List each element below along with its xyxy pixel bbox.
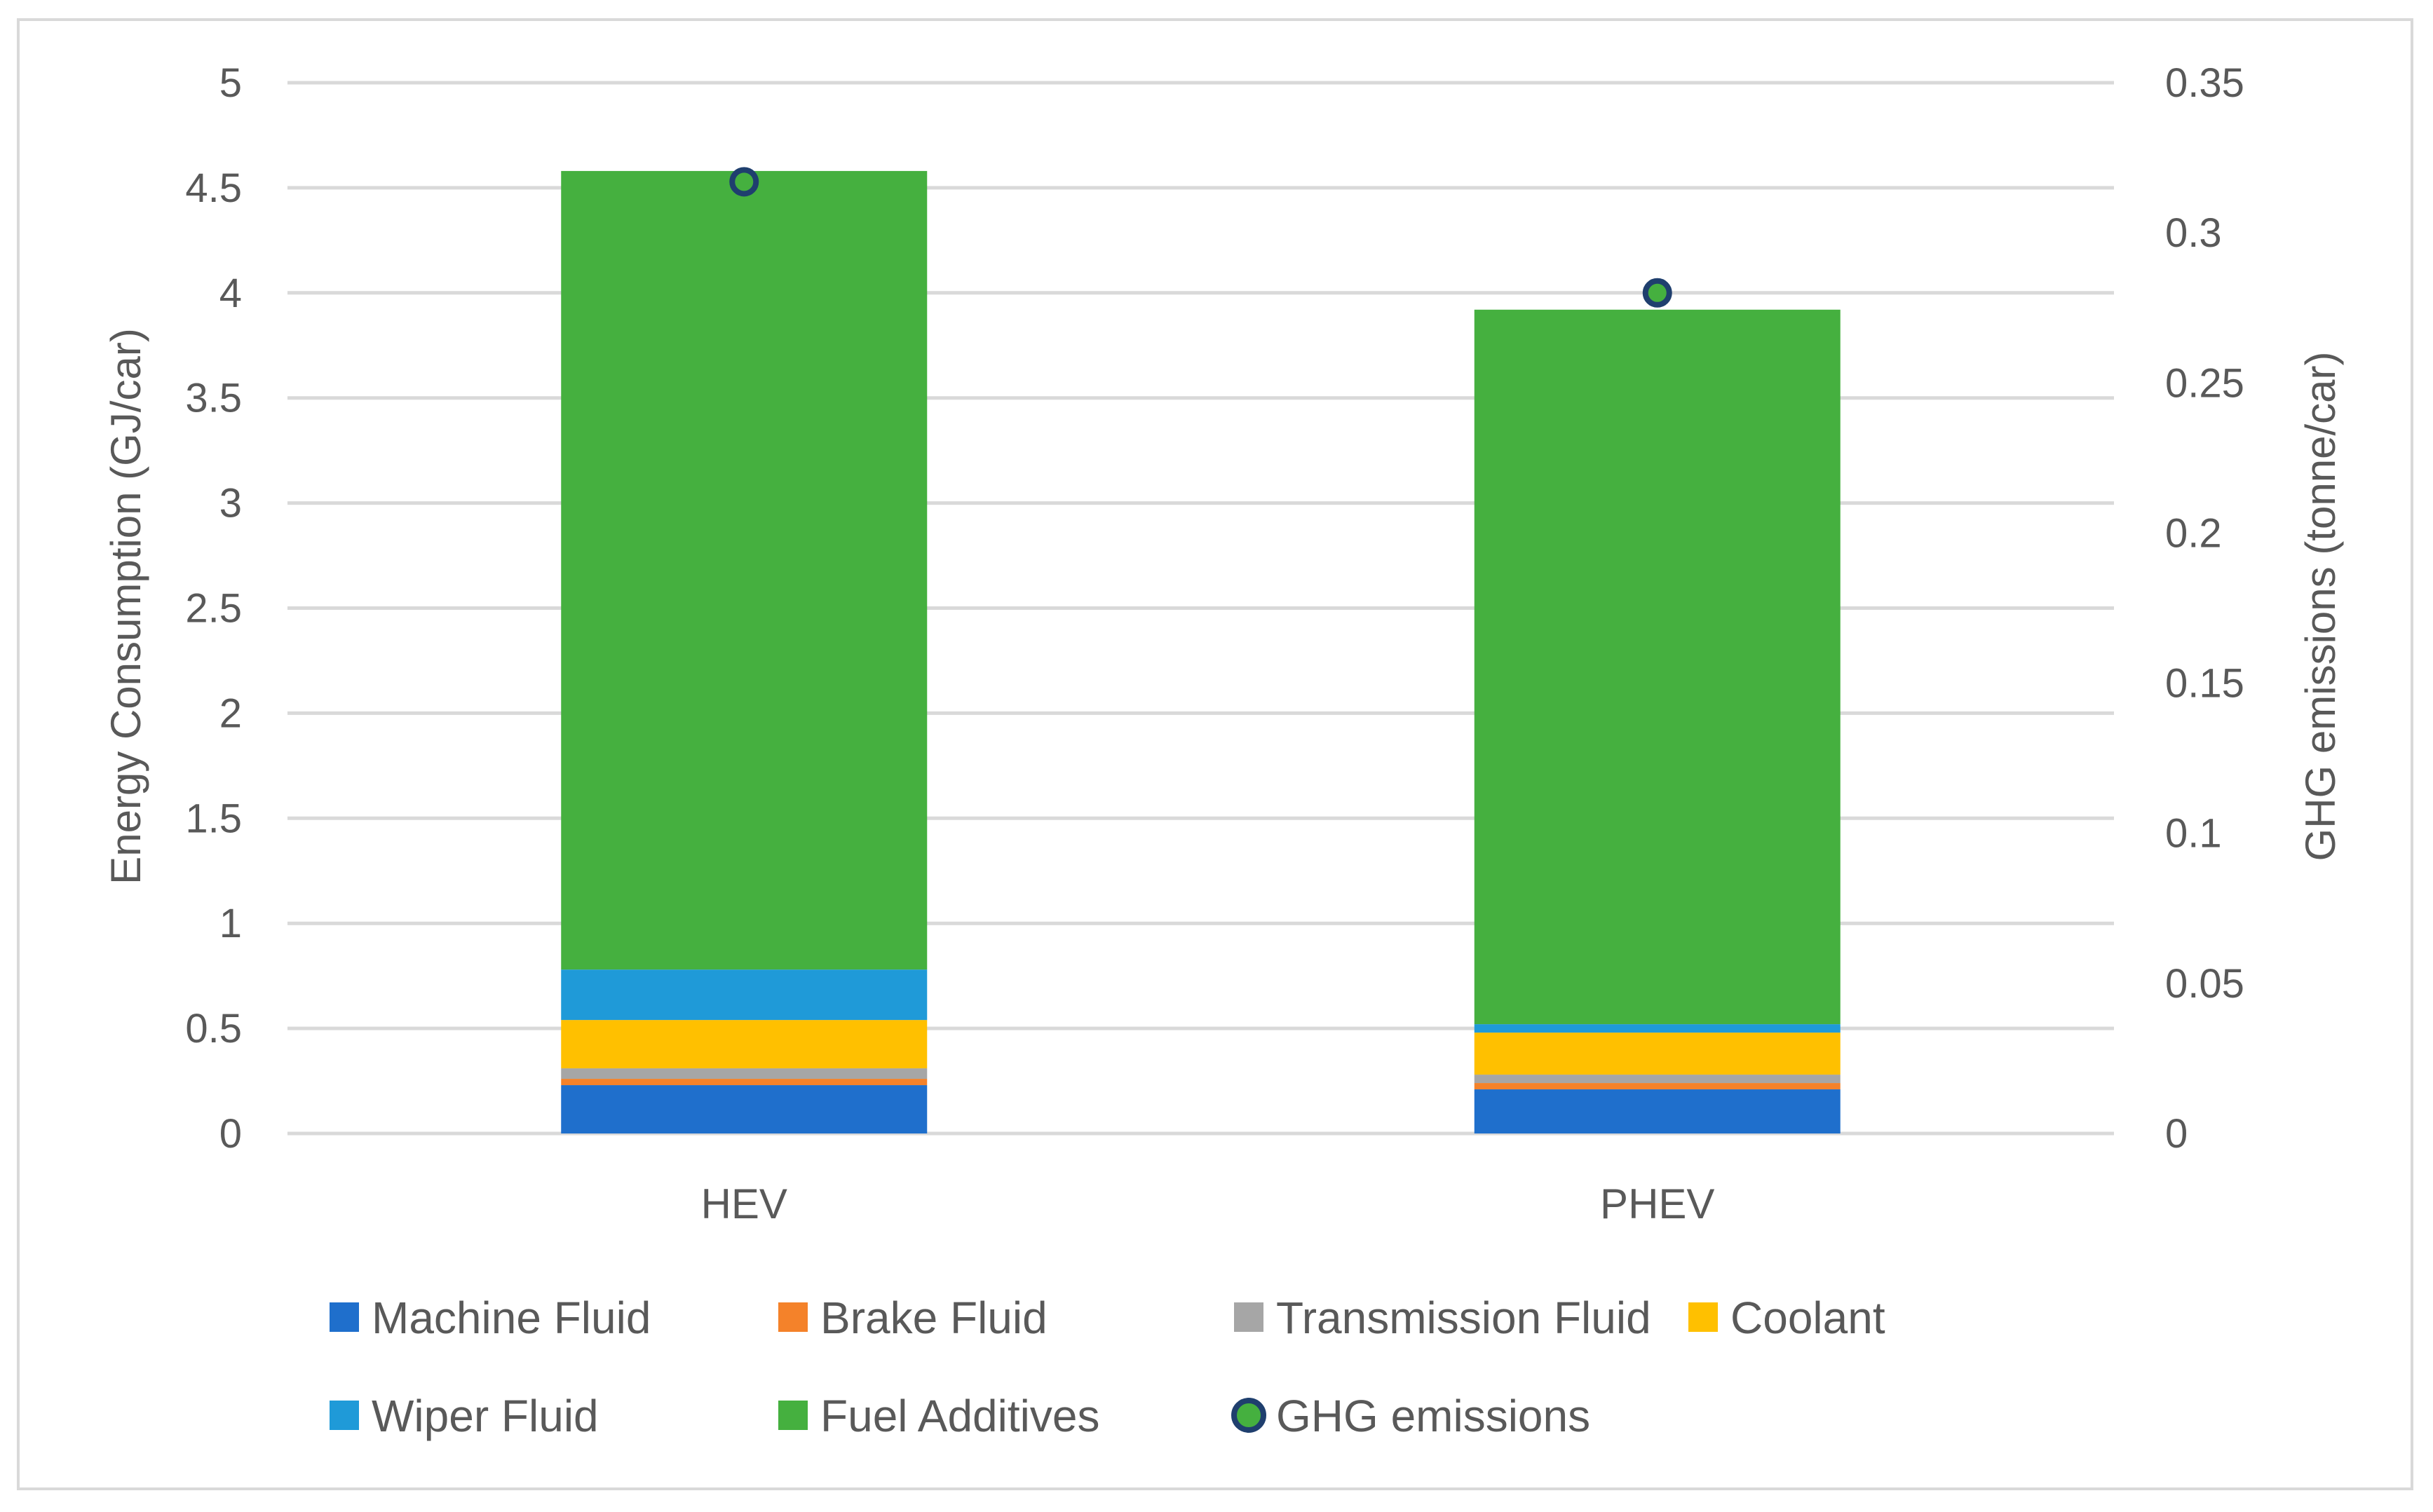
right-axis-ticks: 0 0.05 0.1 0.15 0.2 0.25 0.3 0.35 [2165, 60, 2244, 1157]
bar-segment [1474, 1033, 1841, 1075]
category-label: HEV [701, 1180, 787, 1227]
category-labels: HEV PHEV [701, 1180, 1715, 1227]
bar-segment [561, 170, 928, 970]
legend-label: Fuel Additives [820, 1391, 1099, 1441]
legend-label: Transmission Fluid [1276, 1293, 1651, 1343]
bar-segment [561, 1079, 928, 1086]
legend-marker [1231, 1398, 1266, 1433]
legend-swatch [778, 1401, 808, 1430]
left-tick-label: 3.5 [185, 376, 242, 421]
legend-item: Wiper Fluid [330, 1391, 599, 1441]
right-tick-label: 0.3 [2165, 210, 2222, 256]
left-tick-label: 3 [219, 481, 242, 526]
bar-segment [1474, 1083, 1841, 1090]
legend-item: Coolant [1688, 1293, 1885, 1343]
legend-label: Coolant [1730, 1293, 1885, 1343]
chart-frame [17, 18, 2413, 1490]
legend-swatch [778, 1302, 808, 1332]
bar-segment [1474, 1089, 1841, 1133]
bar-segment [561, 1020, 928, 1069]
left-tick-label: 1 [219, 901, 242, 946]
legend-label: Machine Fluid [372, 1293, 651, 1343]
right-tick-label: 0.35 [2165, 60, 2244, 106]
ghg-markers [729, 167, 1672, 308]
left-tick-label: 2 [219, 690, 242, 736]
legend-label: Wiper Fluid [372, 1391, 599, 1441]
bar-segment [561, 1085, 928, 1133]
left-axis-title: Energy Consumption (GJ/car) [102, 328, 149, 885]
right-tick-label: 0.1 [2165, 811, 2222, 857]
legend-label: GHG emissions [1276, 1391, 1590, 1441]
legend-swatch [1688, 1302, 1718, 1332]
ghg-marker [1642, 278, 1672, 308]
legend: Machine Fluid Brake Fluid Transmission Flu… [330, 1293, 1885, 1441]
bar-segment [1474, 1075, 1841, 1084]
bars [561, 170, 1841, 1133]
legend-swatch [330, 1302, 359, 1332]
legend-label: Brake Fluid [820, 1293, 1048, 1343]
legend-item: Fuel Additives [778, 1391, 1099, 1441]
bar-segment [1474, 1024, 1841, 1033]
left-axis-ticks: 0 0.5 1 1.5 2 2.5 3 3.5 4 4.5 5 [185, 60, 242, 1157]
ghg-marker [729, 167, 759, 197]
bar-segment [1474, 309, 1841, 1025]
right-tick-label: 0.2 [2165, 510, 2222, 556]
left-tick-label: 4 [219, 271, 242, 316]
left-tick-label: 4.5 [185, 165, 242, 211]
left-tick-label: 5 [219, 60, 242, 106]
right-tick-label: 0.25 [2165, 360, 2244, 406]
right-tick-label: 0 [2165, 1111, 2188, 1157]
legend-item: Transmission Fluid [1234, 1293, 1651, 1343]
legend-item: Brake Fluid [778, 1293, 1048, 1343]
right-axis-title: GHG emissions (tonne/car) [2297, 352, 2344, 861]
legend-item: GHG emissions [1231, 1391, 1590, 1441]
bar-segment [561, 969, 928, 1021]
legend-swatch [330, 1401, 359, 1430]
bar-segment [561, 1068, 928, 1079]
left-tick-label: 2.5 [185, 586, 242, 632]
legend-swatch [1234, 1302, 1263, 1332]
right-tick-label: 0.15 [2165, 661, 2244, 707]
legend-item: Machine Fluid [330, 1293, 651, 1343]
right-tick-label: 0.05 [2165, 961, 2244, 1007]
left-tick-label: 0 [219, 1111, 242, 1157]
left-tick-label: 0.5 [185, 1006, 242, 1051]
category-label: PHEV [1600, 1180, 1714, 1227]
left-tick-label: 1.5 [185, 796, 242, 841]
